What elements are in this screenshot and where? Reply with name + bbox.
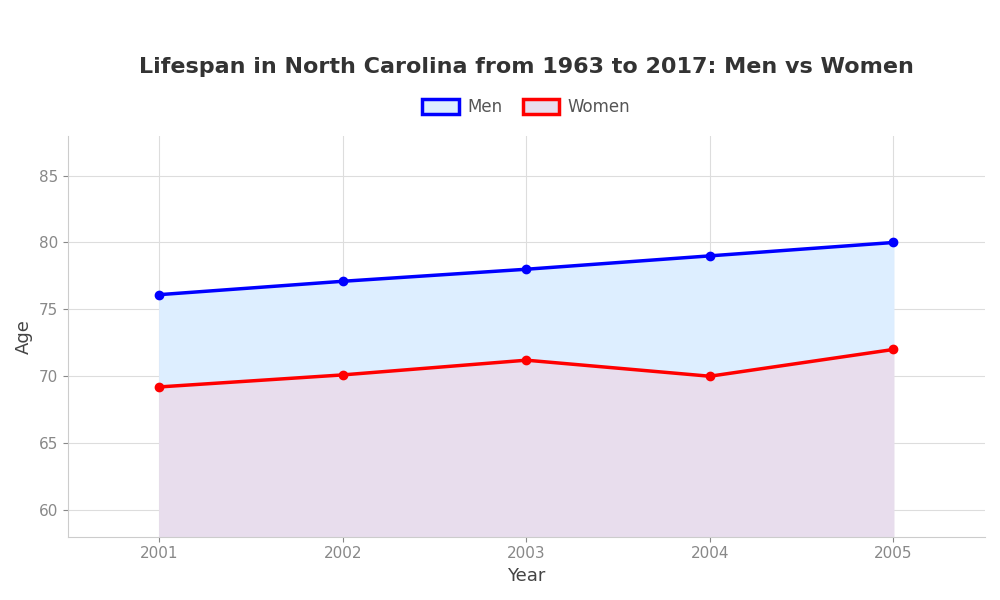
Legend: Men, Women: Men, Women: [416, 92, 637, 123]
Title: Lifespan in North Carolina from 1963 to 2017: Men vs Women: Lifespan in North Carolina from 1963 to …: [139, 57, 914, 77]
X-axis label: Year: Year: [507, 567, 546, 585]
Y-axis label: Age: Age: [15, 319, 33, 353]
